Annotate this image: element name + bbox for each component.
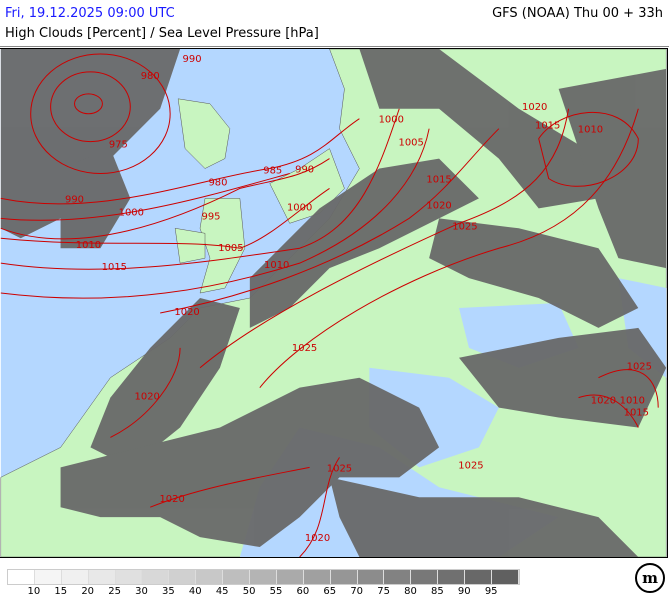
- legend-swatch: [438, 570, 466, 584]
- isobar-label: 1015: [624, 408, 649, 419]
- isobar-label: 1000: [119, 207, 144, 218]
- isobar-label: 1015: [102, 262, 127, 273]
- high-clouds: [0, 49, 667, 557]
- legend-label: 95: [484, 586, 498, 597]
- isobar-label: 1020: [522, 102, 547, 113]
- isobar-label: 1025: [458, 460, 483, 471]
- legend-label: 85: [431, 586, 444, 597]
- isobar-label: 995: [201, 211, 220, 222]
- legend-label: 50: [242, 586, 256, 597]
- isobar-label: 1020: [426, 200, 451, 211]
- isobar-label: 1020: [305, 533, 330, 544]
- legend-swatch: [492, 570, 519, 584]
- isobar-label: 1000: [287, 202, 312, 213]
- legend-swatch: [223, 570, 251, 584]
- legend-swatch: [357, 570, 385, 584]
- isobar-label: 985: [263, 166, 282, 177]
- isobar-label: 990: [183, 54, 202, 65]
- legend-swatch: [411, 570, 439, 584]
- legend-swatch: [196, 570, 224, 584]
- legend-swatch: [330, 570, 358, 584]
- legend-label: 10: [27, 586, 41, 597]
- legend-label: 30: [135, 586, 148, 597]
- forecast-datetime: Fri, 19.12.2025 09:00 UTC: [5, 6, 175, 21]
- isobar-label: 1025: [327, 463, 352, 474]
- color-legend: [7, 569, 520, 585]
- isobar-label: 980: [141, 71, 160, 82]
- legend-swatch: [61, 570, 89, 584]
- isobar-labels: 990 980 975 990 980 985 990 1000 995 1000 1005 1010…: [65, 54, 652, 544]
- legend-label: 20: [81, 586, 95, 597]
- logo-text: m: [642, 569, 658, 587]
- legend-label: 15: [54, 586, 68, 597]
- isobar-label: 1020: [159, 494, 184, 505]
- legend-swatch: [34, 570, 62, 584]
- legend-swatch: [88, 570, 116, 584]
- legend-label: 65: [323, 586, 337, 597]
- isobar-label: 1010: [264, 260, 289, 271]
- meteologix-logo: m: [635, 563, 665, 593]
- isobar-label: 980: [208, 177, 227, 188]
- isobar-label: 1005: [399, 138, 424, 149]
- isobar-label: 975: [109, 140, 128, 151]
- isobar-label: 990: [295, 165, 314, 176]
- isobar-label: 1005: [218, 243, 243, 254]
- legend-label: 70: [350, 586, 364, 597]
- isobar-label: 1010: [620, 396, 645, 407]
- legend-label: 40: [188, 586, 202, 597]
- legend-swatch: [169, 570, 197, 584]
- legend-swatch: [115, 570, 143, 584]
- isobar-label: 1000: [379, 115, 404, 126]
- isobar-label: 1020: [135, 392, 160, 403]
- legend-swatch: [384, 570, 412, 584]
- legend-label: 55: [269, 586, 283, 597]
- isobar-label: 1015: [535, 121, 560, 132]
- legend-swatch: [303, 570, 331, 584]
- isobar-label: 1010: [578, 125, 603, 136]
- isobar-label: 990: [65, 194, 84, 205]
- isobar-label: 1020: [591, 396, 616, 407]
- legend-swatch: [8, 570, 35, 584]
- isobar-label: 1025: [452, 221, 477, 232]
- isobar-label: 1025: [627, 362, 652, 373]
- isobar-label: 1015: [426, 174, 451, 185]
- legend-swatch: [250, 570, 277, 584]
- header-divider: [0, 46, 669, 47]
- isobars: [0, 53, 659, 557]
- legend-swatch: [465, 570, 493, 584]
- legend-label: 45: [215, 586, 229, 597]
- legend-label: 90: [457, 586, 471, 597]
- legend-label: 25: [108, 586, 121, 597]
- legend-swatch: [276, 570, 304, 584]
- map-title: High Clouds [Percent] / Sea Level Pressu…: [5, 26, 319, 41]
- legend-label: 60: [296, 586, 310, 597]
- weather-map[interactable]: 990 980 975 990 980 985 990 1000 995 1000 1005 1010…: [0, 48, 668, 558]
- isobar-label: 1020: [174, 307, 199, 318]
- legend-swatch: [142, 570, 170, 584]
- legend-label: 35: [162, 586, 175, 597]
- legend-label: 80: [404, 586, 417, 597]
- model-run: GFS (NOAA) Thu 00 + 33h: [492, 6, 663, 21]
- isobar-label: 1025: [292, 343, 317, 354]
- isobar-label: 1010: [76, 240, 101, 251]
- legend-label: 75: [377, 586, 390, 597]
